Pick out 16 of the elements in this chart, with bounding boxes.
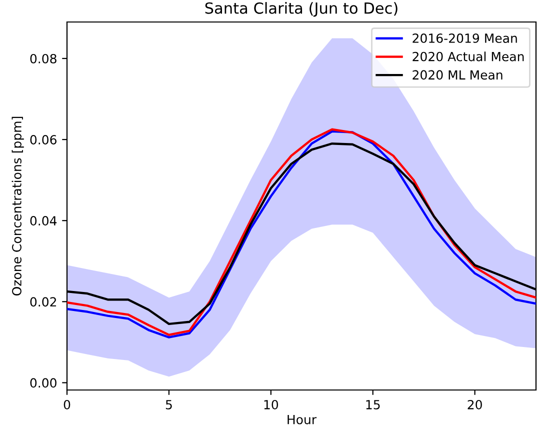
- y-tick-label: 0.08: [30, 54, 56, 64]
- y-tick-label: 0.04: [30, 216, 57, 226]
- x-axis-title: Hour: [288, 414, 317, 424]
- y-tick-label: 0.06: [30, 135, 56, 144]
- y-tick-label: 0.02: [30, 297, 56, 307]
- y-tick-label: 0.00: [30, 378, 56, 388]
- legend-label: 2020 Actual Mean: [412, 52, 524, 62]
- x-tick-label: 0: [64, 400, 70, 410]
- y-axis-title: Ozone Concentrations [ppm]: [12, 116, 24, 296]
- legend-label: 2020 ML Mean: [412, 70, 502, 80]
- x-tick-label: 15: [366, 400, 380, 410]
- legend-label: 2016-2019 Mean: [412, 33, 517, 43]
- x-tick-label: 5: [166, 400, 172, 410]
- x-tick-label: 10: [264, 400, 278, 410]
- chart-title: Santa Clarita (Jun to Dec): [205, 2, 398, 17]
- x-tick-label: 20: [468, 400, 482, 410]
